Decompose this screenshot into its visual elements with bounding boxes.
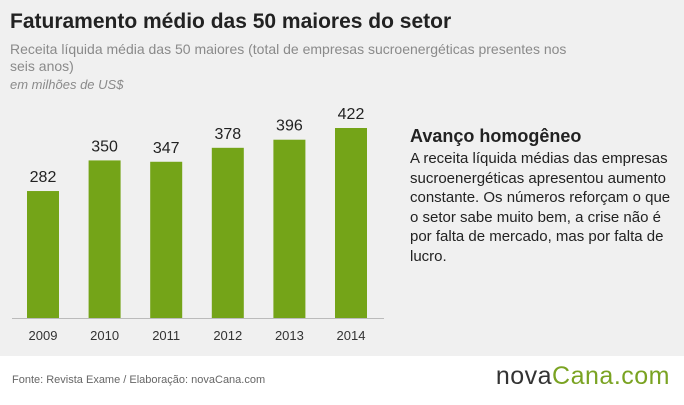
bar-2012 (211, 147, 244, 318)
bar-2011 (150, 161, 183, 318)
logo-text-nova: nova (495, 362, 553, 390)
chart-unit-label: em milhões de US$ (10, 77, 124, 92)
bar-2010 (88, 160, 121, 318)
chart-subtitle: Receita líquida média das 50 maiores (to… (10, 41, 567, 74)
bar-value-label-2009: 282 (30, 169, 57, 186)
x-tick-label-2010: 2010 (90, 328, 119, 343)
bar-value-label-2014: 422 (338, 106, 365, 123)
x-tick-label-2012: 2012 (213, 328, 242, 343)
x-tick-label-2009: 2009 (29, 328, 58, 343)
bar-value-label-2011: 347 (153, 140, 180, 157)
note-body: A receita líquida médias das empresas su… (410, 150, 671, 265)
note-title: Avanço homogêneo (410, 126, 582, 146)
x-tick-label-2013: 2013 (275, 328, 304, 343)
bar-2014 (335, 128, 367, 318)
bar-value-label-2012: 378 (214, 126, 241, 143)
bar-chart: 282 2009 350 2010 347 2011 378 2012 396 2013 422 20… (12, 106, 384, 343)
bar-2013 (273, 139, 306, 318)
logo-text-cana: Cana (552, 362, 614, 390)
novacana-logo[interactable]: novaCana.com (496, 362, 670, 391)
bar-value-label-2010: 350 (91, 138, 118, 155)
bar-2009 (27, 191, 59, 318)
x-tick-label-2011: 2011 (152, 328, 180, 343)
bar-value-label-2013: 396 (276, 118, 303, 135)
source-credit: Fonte: Revista Exame / Elaboração: novaC… (12, 374, 266, 386)
logo-text-com: .com (613, 362, 670, 390)
chart-title: Faturamento médio das 50 maiores do seto… (10, 10, 452, 33)
x-tick-label-2014: 2014 (337, 328, 366, 343)
